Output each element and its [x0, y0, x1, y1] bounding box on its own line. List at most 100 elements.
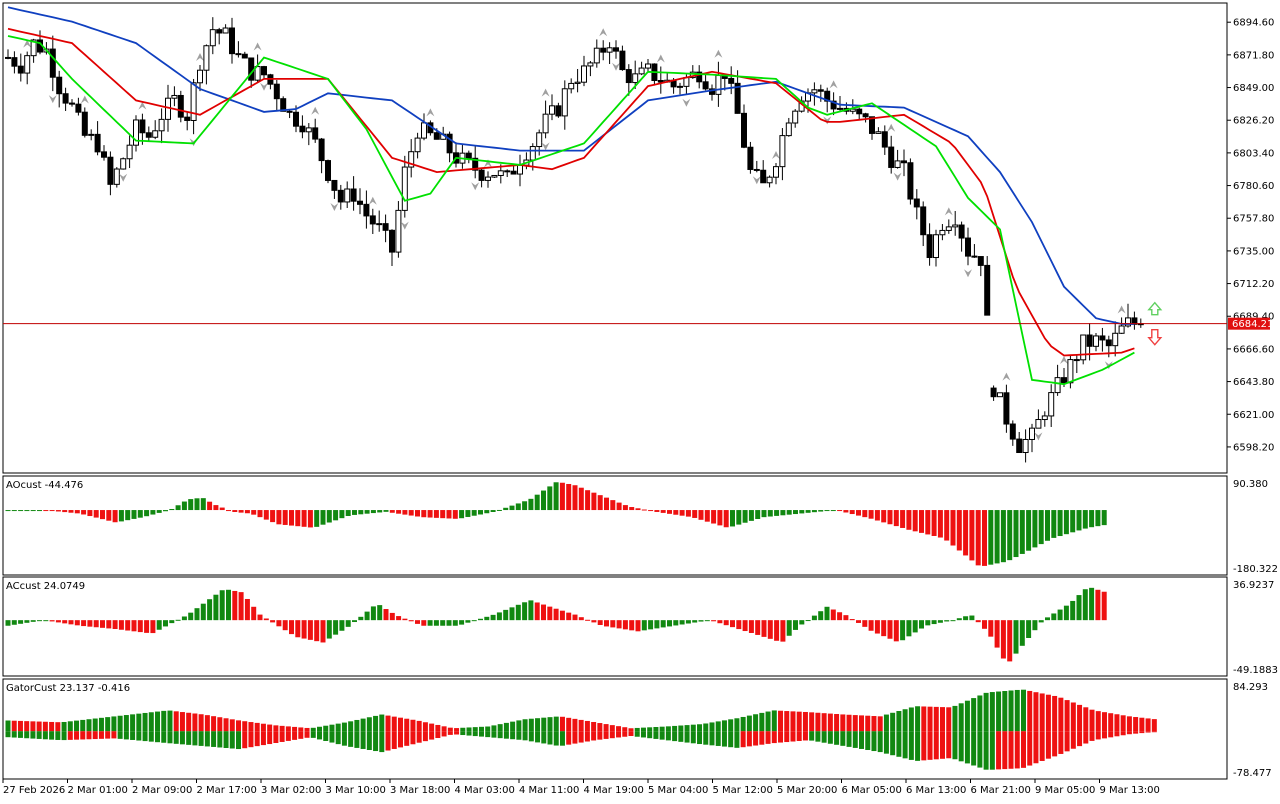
gator-upper-bar-up: [653, 727, 659, 732]
gator-lower-bar-up: [42, 731, 48, 740]
gator-upper-bar-up: [354, 719, 360, 732]
gator-upper-bar-up: [721, 720, 727, 732]
bear-candle: [62, 93, 69, 104]
bull-candle: [1041, 415, 1048, 421]
gator-lower-bar-up: [317, 731, 322, 740]
histogram-bar-down: [408, 620, 414, 622]
gator-lower-bar-up: [647, 731, 653, 739]
histogram-bar-down: [1000, 620, 1006, 659]
histogram-bar-down: [629, 620, 635, 631]
histogram-bar-down: [874, 620, 880, 634]
gator-upper-bar-down: [49, 721, 55, 732]
histogram-bar-down: [736, 620, 742, 630]
time-axis-label: 9 Mar 05:00: [1035, 785, 1095, 796]
histogram-bar-down: [49, 620, 55, 622]
gator-lower-bar-up: [472, 731, 478, 737]
gator-lower-bar-up: [821, 731, 827, 743]
histogram-bar-down: [207, 501, 213, 511]
ac-pane[interactable]: [5, 587, 1107, 662]
histogram-bar-up: [704, 620, 710, 622]
fractal-up-arrow: [426, 108, 435, 117]
histogram-bar-up: [755, 510, 761, 520]
histogram-bar-up: [326, 510, 332, 523]
price-axis-label: 6643.80: [1233, 377, 1274, 388]
gator-upper-bar-down: [211, 716, 217, 732]
histogram-bar-down: [421, 510, 427, 518]
histogram-bar-up: [641, 620, 647, 631]
gator-upper-bar-up: [130, 714, 136, 732]
gator-upper-bar-up: [366, 717, 372, 732]
histogram-bar-down: [68, 620, 74, 625]
histogram-bar-down: [389, 612, 395, 621]
gator-lower-bar-up: [815, 731, 821, 742]
gator-lower-bar-down: [410, 731, 416, 745]
gator-upper-bar-up: [123, 715, 129, 732]
gator-upper-bar-up: [317, 726, 322, 732]
gator-upper-bar-down: [236, 720, 242, 732]
gator-lower-bar-down: [591, 731, 597, 741]
bull-candle: [517, 164, 523, 175]
gator-upper-bar-up: [908, 707, 914, 732]
histogram-bar-up: [799, 510, 805, 514]
bear-candle: [472, 157, 479, 171]
histogram-bar-down: [856, 620, 861, 623]
gator-upper-bar-down: [410, 719, 416, 732]
histogram-bar-up: [937, 620, 943, 623]
histogram-bar-down: [433, 510, 439, 518]
gator-upper-bar-down: [260, 723, 266, 732]
gator-upper-bar-up: [522, 719, 528, 732]
ac-pane-title: ACcust 24.0749: [6, 581, 85, 592]
gator-lower-bar-down: [454, 731, 460, 735]
histogram-bar-down: [219, 507, 225, 511]
histogram-bar-up: [547, 486, 553, 511]
histogram-bar-up: [1019, 510, 1025, 554]
histogram-bar-up: [906, 620, 912, 637]
gator-pane[interactable]: [5, 689, 1157, 770]
gator-lower-bar-down: [746, 731, 752, 747]
gator-upper-bar-down: [921, 706, 927, 732]
bull-candle: [587, 62, 594, 67]
gator-lower-bar-up: [348, 731, 354, 747]
gator-upper-bar-up: [111, 716, 117, 732]
gator-lower-bar-up: [902, 731, 908, 759]
histogram-bar-down: [944, 510, 950, 541]
bear-candle: [830, 100, 837, 110]
fractal-up-arrow: [484, 159, 492, 168]
bear-candle: [760, 169, 767, 184]
gator-lower-bar-down: [1120, 731, 1126, 736]
fractal-up-arrow: [368, 196, 377, 205]
time-axis-label: 5 Mar 20:00: [777, 785, 837, 796]
histogram-bar-up: [465, 510, 471, 517]
gator-lower-bar-up: [11, 731, 17, 738]
gator-upper-bar-down: [36, 721, 42, 732]
main-pane[interactable]: [3, 6, 1227, 463]
gator-upper-bar-down: [1045, 694, 1051, 732]
histogram-bar-up: [685, 620, 691, 624]
bear-candle: [696, 71, 703, 83]
gator-upper-bar-up: [647, 727, 653, 732]
histogram-bar-up: [339, 510, 345, 519]
bull-candle: [894, 160, 901, 168]
gator-upper-bar-down: [55, 722, 61, 732]
gator-lower-bar-up: [142, 731, 148, 742]
bear-candle: [625, 69, 632, 84]
gator-upper-bar-up: [541, 717, 547, 732]
histogram-bar-up: [169, 508, 175, 511]
ao-pane[interactable]: [5, 482, 1107, 566]
bear-candle: [350, 188, 357, 202]
gator-lower-bar-down: [1033, 731, 1039, 764]
histogram-bar-up: [541, 490, 546, 511]
gator-upper-bar-up: [952, 705, 958, 732]
histogram-bar-up: [490, 510, 496, 513]
gator-lower-bar-down: [584, 731, 590, 742]
histogram-bar-down: [723, 510, 729, 528]
histogram-bar-down: [452, 510, 458, 519]
histogram-bar-up: [1007, 510, 1013, 561]
gator-lower-bar-down: [1077, 731, 1083, 747]
histogram-bar-up: [194, 608, 200, 621]
gator-upper-bar-up: [61, 721, 67, 732]
histogram-bar-down: [226, 510, 231, 512]
histogram-bar-up: [767, 510, 773, 517]
